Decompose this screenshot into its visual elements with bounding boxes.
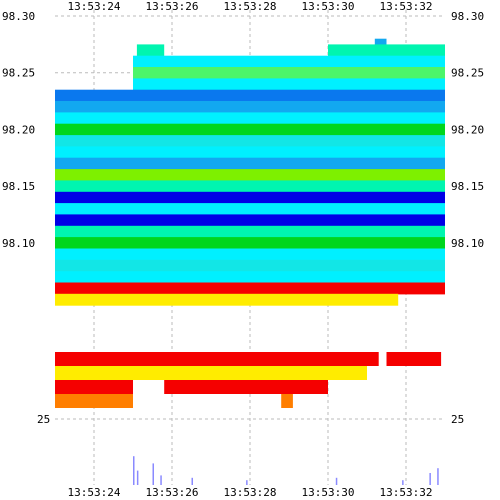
volume-bar	[402, 480, 404, 485]
lower-band	[281, 394, 293, 408]
volume-bar	[133, 456, 135, 485]
heat-cell	[55, 89, 445, 102]
volume-bar	[136, 470, 139, 485]
heat-cell	[55, 146, 445, 159]
heat-cell	[55, 123, 445, 136]
heat-cell	[55, 135, 445, 147]
heat-cell	[136, 44, 165, 57]
lower-band	[386, 352, 442, 366]
heat-cell	[55, 282, 445, 295]
volume-bars	[133, 456, 439, 485]
x-tick-label-bottom: 13:53:30	[302, 486, 355, 499]
heat-cell	[55, 248, 445, 261]
x-tick-label-top: 13:53:30	[302, 0, 355, 13]
y-tick-label-right: 98.20	[451, 123, 484, 136]
volume-tick-label-right: 25	[451, 413, 464, 426]
lower-band	[55, 366, 367, 380]
heatmap-cells	[55, 38, 445, 306]
heat-cell	[55, 293, 399, 306]
x-tick-label-top: 13:53:24	[68, 0, 121, 13]
heat-cell	[55, 180, 445, 193]
heat-cell	[133, 78, 445, 91]
y-tick-label-right: 98.15	[451, 180, 484, 193]
heat-cell	[55, 225, 445, 238]
heat-cell	[55, 214, 445, 227]
x-tick-label-top: 13:53:28	[224, 0, 277, 13]
heat-cell	[133, 55, 445, 68]
x-tick-label-bottom: 13:53:26	[146, 486, 199, 499]
volume-bar	[152, 463, 154, 485]
heat-cell	[55, 112, 445, 125]
x-tick-label-bottom: 13:53:24	[68, 486, 121, 499]
heat-cell	[133, 67, 445, 79]
volume-bar	[160, 475, 162, 485]
volume-bar	[246, 480, 248, 485]
lower-band	[164, 380, 328, 394]
x-tick-label-top: 13:53:32	[380, 0, 433, 13]
heat-cell	[55, 271, 445, 284]
heat-cell	[55, 169, 445, 181]
volume-bar	[191, 477, 193, 485]
x-tick-label-bottom: 13:53:32	[380, 486, 433, 499]
heat-cell	[55, 101, 445, 113]
heat-cell	[55, 237, 445, 249]
lower-bands	[55, 352, 442, 408]
lower-band	[55, 394, 133, 408]
y-tick-label-left: 98.10	[2, 237, 35, 250]
volume-tick-label-left: 25	[37, 413, 50, 426]
y-tick-label-right: 98.30	[451, 10, 484, 23]
lower-band	[55, 352, 379, 366]
lower-band	[55, 380, 133, 394]
heat-cell	[55, 203, 445, 215]
heat-cell	[55, 157, 445, 170]
y-tick-label-left: 98.30	[2, 10, 35, 23]
heat-cell	[55, 259, 445, 272]
heat-cell	[328, 44, 445, 57]
volume-bar	[437, 468, 439, 485]
x-tick-label-bottom: 13:53:28	[224, 486, 277, 499]
y-tick-label-left: 98.20	[2, 123, 35, 136]
y-tick-label-left: 98.15	[2, 180, 35, 193]
y-tick-label-right: 98.25	[451, 67, 484, 80]
y-tick-label-left: 98.25	[2, 67, 35, 80]
volume-bar	[429, 473, 431, 485]
volume-bar	[335, 477, 338, 485]
x-tick-label-top: 13:53:26	[146, 0, 199, 13]
tick-labels: 13:53:24 13:53:24 13:53:26 13:53:26 13:53:28…	[2, 0, 484, 499]
y-tick-label-right: 98.10	[451, 237, 484, 250]
heat-cell	[55, 191, 445, 204]
